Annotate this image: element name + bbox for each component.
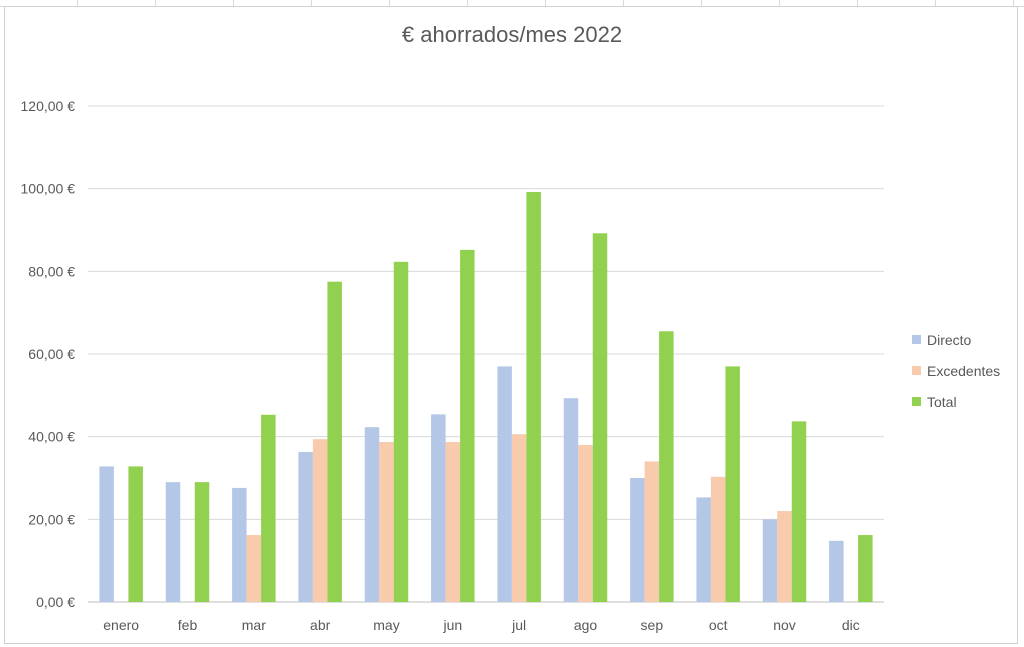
y-tick-label: 120,00 € (21, 98, 76, 114)
bar-total-jun (460, 249, 475, 602)
chart-legend: Directo Excedentes Total (912, 324, 1000, 417)
bar-total-nov (791, 421, 807, 602)
bar-directo-oct (696, 497, 711, 602)
bar-total-jul (526, 191, 541, 602)
y-tick-label: 0,00 € (36, 594, 75, 610)
x-tick-label: jun (442, 617, 462, 633)
x-tick-label: enero (103, 617, 139, 633)
bar-total-may (393, 261, 409, 602)
bar-excedentes-may (379, 442, 394, 602)
y-tick-label: 60,00 € (28, 346, 75, 362)
bar-total-dic (858, 535, 873, 602)
legend-swatch (912, 366, 921, 375)
bar-total-abr (327, 281, 342, 602)
legend-label: Total (927, 393, 957, 410)
x-tick-label: jul (511, 617, 526, 633)
bar-directo-dic (829, 540, 844, 602)
bar-excedentes-mar (246, 535, 262, 602)
bar-excedentes-nov (777, 511, 792, 602)
bar-total-enero (128, 466, 143, 602)
legend-label: Directo (927, 331, 972, 348)
x-tick-label: dic (842, 617, 860, 633)
y-tick-label: 100,00 € (21, 181, 76, 197)
x-tick-label: may (373, 617, 399, 633)
y-tick-label: 80,00 € (28, 263, 75, 279)
bar-directo-abr (298, 451, 313, 602)
x-tick-label: ago (574, 617, 598, 633)
legend-item-total: Total (912, 386, 1000, 417)
bar-excedentes-oct (710, 476, 726, 602)
y-tick-label: 40,00 € (28, 429, 75, 445)
legend-swatch (912, 335, 921, 344)
bar-directo-mar (232, 487, 247, 602)
bar-directo-sep (630, 478, 645, 602)
bar-total-feb (194, 482, 210, 602)
bar-excedentes-ago (578, 444, 593, 602)
x-tick-label: nov (773, 617, 796, 633)
legend-item-directo: Directo (912, 324, 1000, 355)
x-tick-label: oct (709, 617, 728, 633)
bar-directo-jun (431, 414, 446, 602)
x-tick-label: feb (178, 617, 198, 633)
bar-directo-jul (497, 366, 512, 602)
legend-item-excedentes: Excedentes (912, 355, 1000, 386)
y-tick-label: 20,00 € (28, 511, 75, 527)
bar-total-mar (261, 414, 276, 602)
bar-total-oct (725, 366, 740, 602)
bar-directo-enero (99, 466, 114, 602)
bar-directo-feb (165, 482, 181, 602)
legend-label: Excedentes (927, 362, 1001, 379)
bar-directo-ago (563, 398, 579, 602)
legend-swatch (912, 397, 921, 406)
bar-excedentes-jun (445, 442, 461, 602)
bar-excedentes-abr (312, 439, 328, 602)
bar-excedentes-jul (511, 434, 527, 602)
x-tick-label: sep (641, 617, 664, 633)
bar-directo-nov (762, 519, 778, 602)
bar-directo-may (364, 427, 380, 602)
x-tick-label: abr (310, 617, 331, 633)
chart-title: € ahorrados/mes 2022 (401, 22, 623, 47)
bar-total-sep (659, 331, 674, 602)
bar-total-ago (592, 233, 608, 602)
bar-excedentes-sep (644, 461, 660, 602)
x-tick-label: mar (242, 617, 266, 633)
